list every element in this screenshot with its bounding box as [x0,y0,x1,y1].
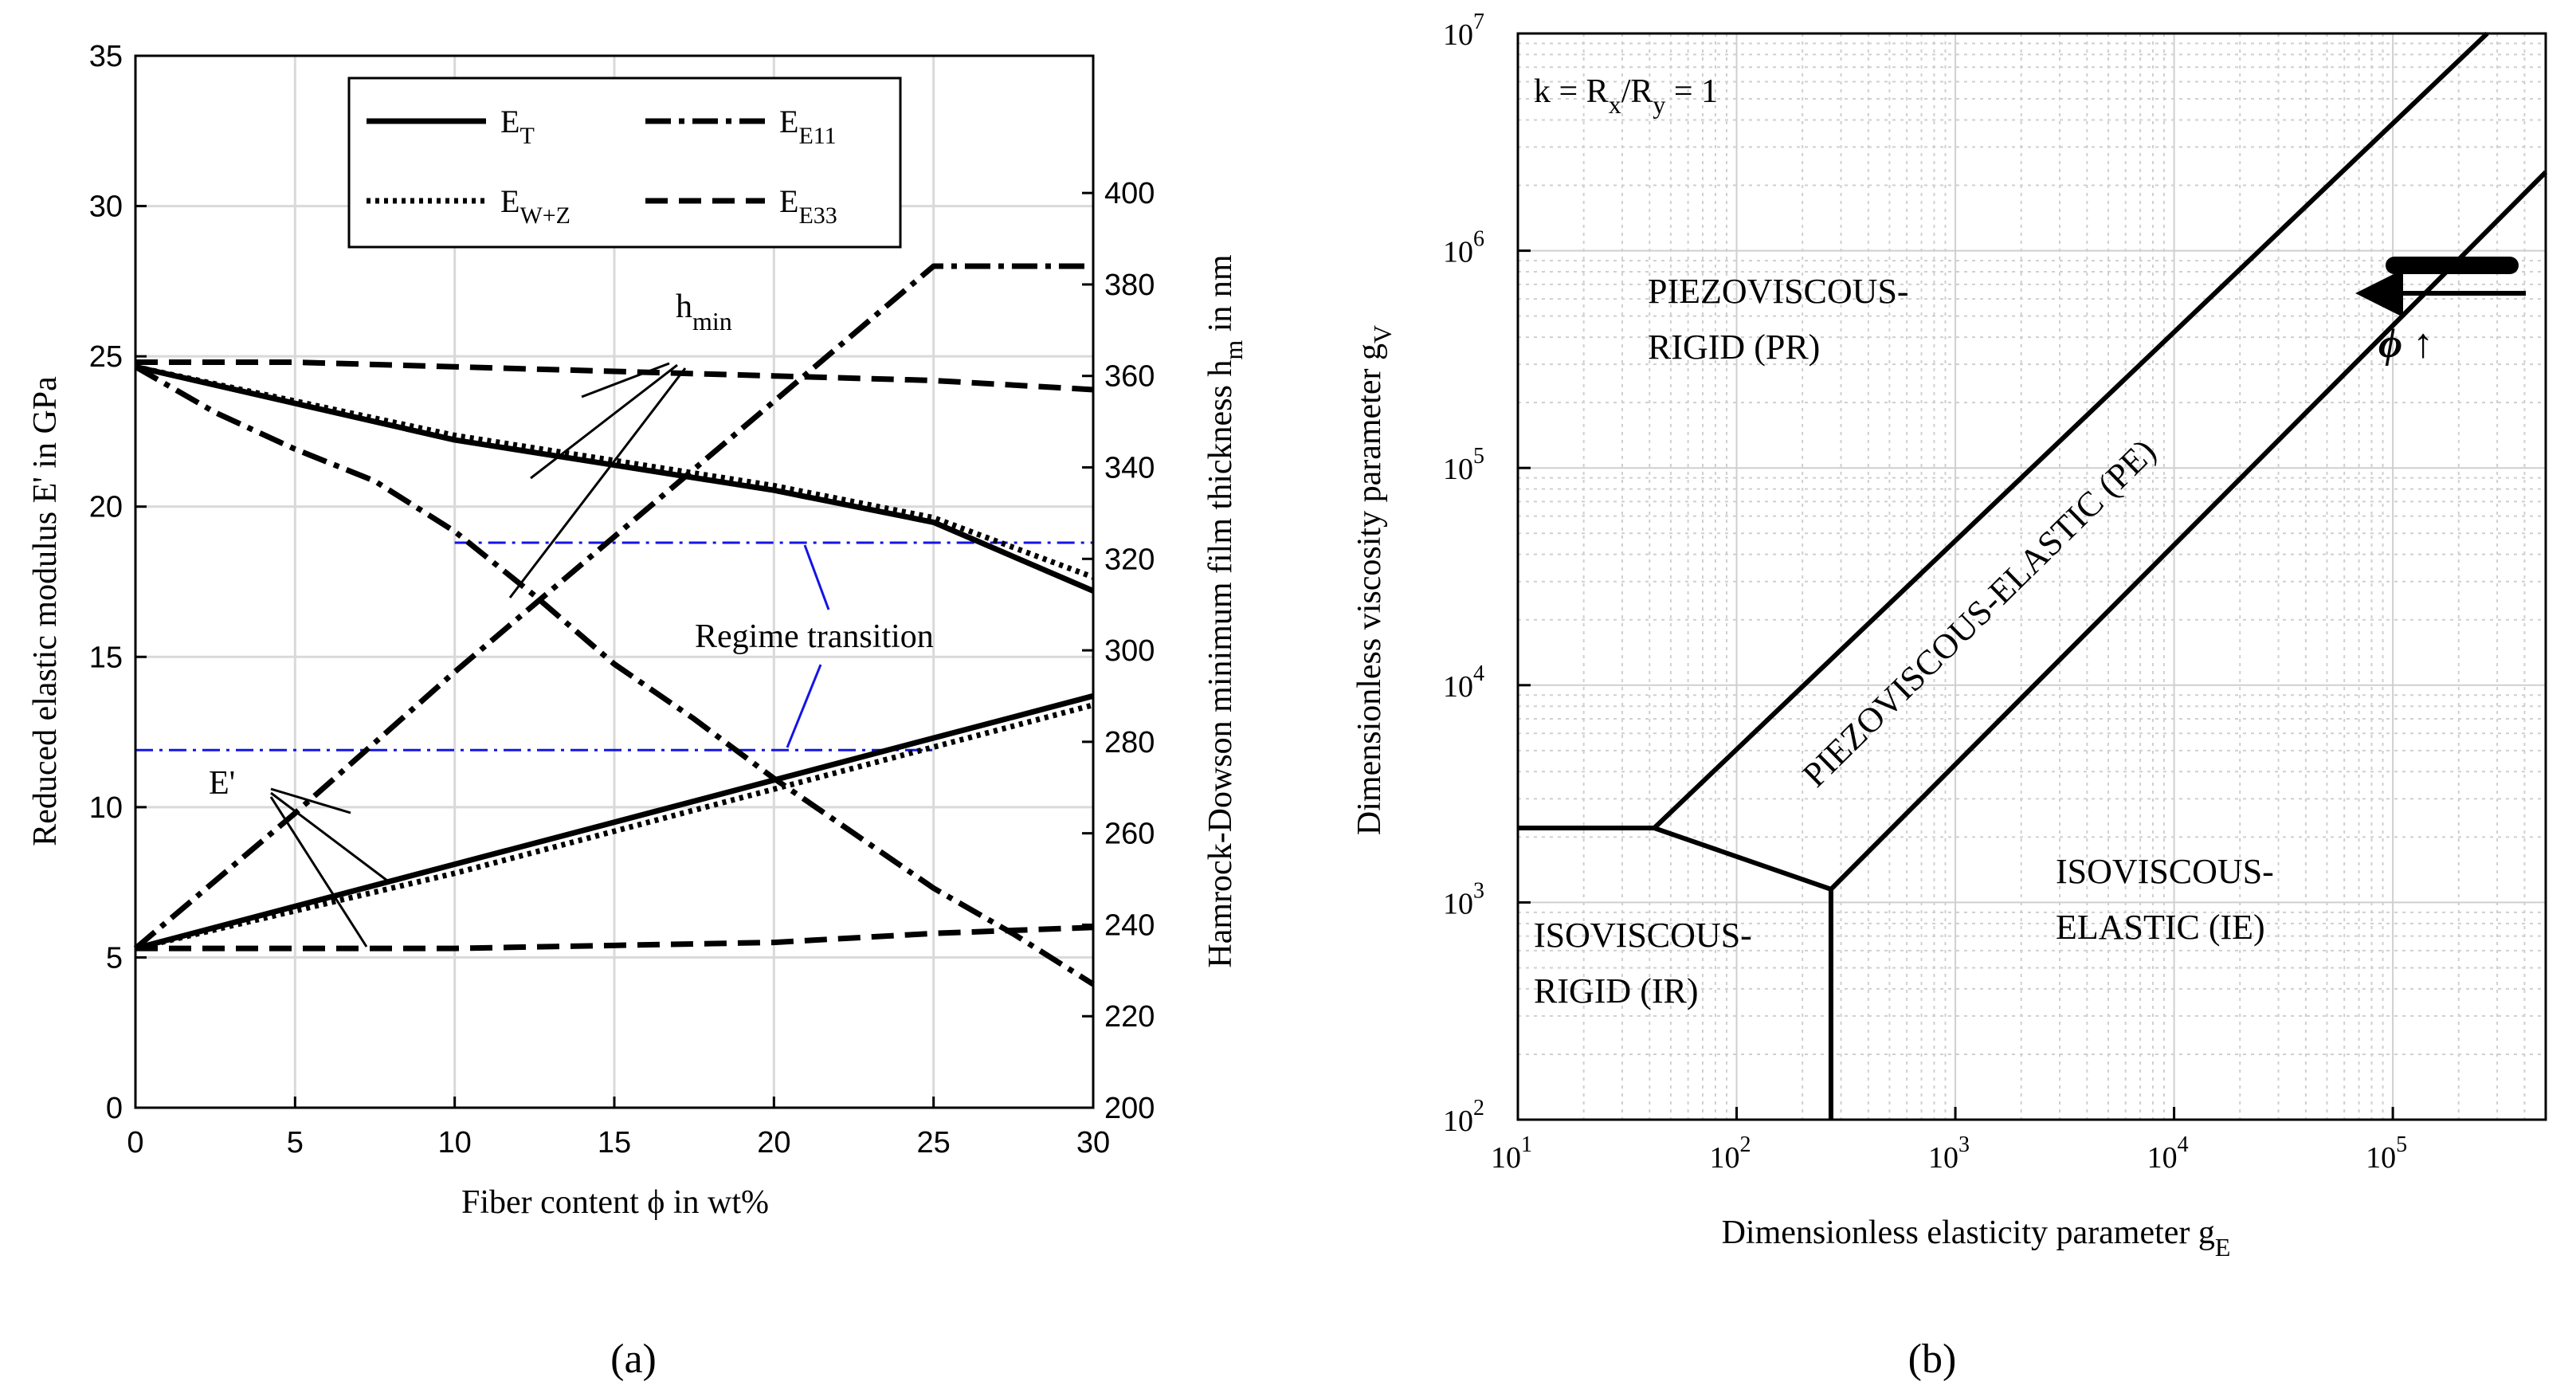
region-ir-line1: ISOVISCOUS- [1534,916,1752,955]
y-left-tick-label: 0 [106,1092,123,1125]
y-tick-label: 106 [1443,227,1484,269]
y-right-tick-label: 240 [1104,908,1155,942]
series-line [135,359,1094,393]
legend-box [347,77,902,249]
regime-leader-1 [803,544,830,610]
legend-label-ewz: EW+Z [500,183,570,229]
y-right-tick-label: 340 [1104,452,1155,485]
panel-a-caption: (a) [610,1336,657,1382]
legend: ET EE11 EW+Z EE33 [347,77,902,249]
panel-a-x-axis-title: Fiber content ϕ in wt% [461,1184,769,1221]
y-right-tick-label: 300 [1104,634,1155,668]
panel-a-right-y-axis-title: Hamrock-Dowson minimum film thickness hm… [1202,254,1248,967]
y-left-tick-label: 35 [89,40,123,73]
y-tick-label: 102 [1443,1096,1484,1138]
y-left-tick-label: 15 [89,641,123,674]
hmin-leader-1 [581,362,670,398]
region-ie-line2: ELASTIC (IE) [2056,908,2265,947]
panel-a-chart: 0 5 10 15 20 25 300510152025303520022024026028… [27,40,1248,1382]
series-line [135,924,1094,952]
series-line [135,363,1095,580]
x-tick-label: 101 [1491,1132,1532,1175]
y-right-tick-label: 200 [1104,1092,1155,1125]
y-tick-label: 103 [1443,878,1484,920]
legend-label-et: ET [500,104,535,149]
series-line [134,364,1095,987]
series-line [135,363,1095,594]
panel-a-left-y-axis-title: Reduced elastic modulus E' in GPa [27,376,64,846]
y-left-tick-label: 20 [89,491,123,524]
x-tick-label: 10 [438,1126,472,1160]
x-tick-label: 15 [598,1126,631,1160]
series-line [133,263,1093,951]
eprime-leader-2 [270,791,391,885]
region-ir-line2: RIGID (IR) [1534,971,1699,1010]
hmin-leader-2 [530,363,678,480]
region-pr-line2: RIGID (PR) [1648,328,1820,367]
eprime-annotation: E' [209,765,391,948]
x-tick-label: 105 [2366,1132,2407,1175]
x-tick-label: 30 [1076,1126,1110,1160]
y-right-tick-label: 280 [1104,726,1155,759]
y-left-tick-label: 25 [89,340,123,374]
phi-direction-annotation: ϕ ↑ [2355,257,2526,367]
regime-boundary-line [1653,31,2489,830]
regime-transition-label: Regime transition [695,618,934,655]
x-tick-label: 5 [287,1126,304,1160]
y-right-tick-label: 320 [1104,543,1155,576]
regime-boundary-line [1829,170,2548,891]
y-right-tick-label: 400 [1104,177,1155,210]
regime-leader-2 [786,664,822,748]
panel-a-ticks: 0 5 10 15 20 25 300510152025303520022024026028… [89,40,1155,1160]
x-tick-label: 103 [1928,1132,1970,1175]
phi-label: ϕ ↑ [2378,321,2433,367]
region-pr-line1: PIEZOVISCOUS- [1648,272,1909,311]
eprime-leader-3 [269,796,368,948]
y-right-tick-label: 360 [1104,360,1155,394]
legend-label-ee11: EE11 [779,104,837,149]
panel-b-caption: (b) [1908,1336,1957,1382]
panel-b-x-axis-title: Dimensionless elasticity parameter gE [1722,1214,2231,1262]
x-tick-label: 25 [917,1126,951,1160]
y-left-tick-label: 30 [89,190,123,224]
hmin-annotation: hmin [508,288,732,598]
x-tick-label: 20 [757,1126,790,1160]
legend-label-ee33: EE33 [779,183,837,229]
series-line [135,693,1094,952]
eprime-label: E' [209,765,235,802]
k-ratio-label: k = Rx/Ry = 1 [1534,73,1718,119]
panel-a-series [133,263,1095,987]
y-tick-label: 107 [1443,10,1484,52]
series-line [135,702,1094,952]
eprime-leader-1 [270,787,351,814]
x-tick-label: 104 [2147,1132,2189,1175]
x-tick-label: 102 [1710,1132,1751,1175]
y-tick-label: 105 [1443,444,1484,486]
y-right-tick-label: 260 [1104,818,1155,851]
y-right-tick-label: 220 [1104,1000,1155,1034]
x-tick-label: 0 [127,1126,143,1160]
y-tick-label: 104 [1443,661,1484,704]
y-right-tick-label: 380 [1104,269,1155,302]
y-left-tick-label: 5 [106,941,123,975]
regime-boundary-line [1653,826,1832,892]
regime-annotation: Regime transition [695,544,934,748]
panel-b-y-axis-title: Dimensionless viscosity parameter gV [1351,325,1397,835]
hmin-leader-3 [508,367,687,598]
y-left-tick-label: 10 [89,791,123,825]
region-ie-line1: ISOVISCOUS- [2056,852,2274,891]
regime-transition-lines [135,541,1093,751]
panel-b-plot-frame [1516,32,2547,1121]
hmin-label: hmin [676,288,732,335]
